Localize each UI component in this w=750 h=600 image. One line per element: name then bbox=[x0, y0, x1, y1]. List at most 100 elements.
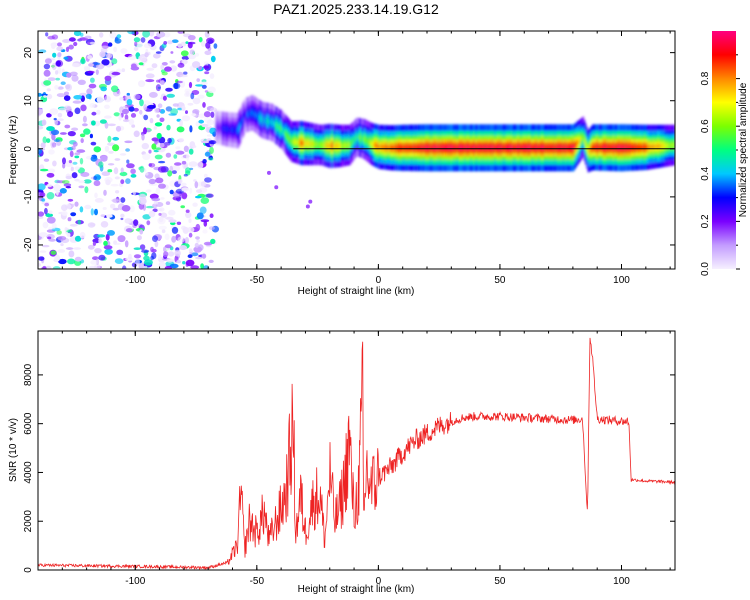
noise-blob bbox=[38, 49, 47, 53]
ridge-cell bbox=[645, 145, 648, 150]
ridge-cell bbox=[568, 145, 570, 151]
noise-blob bbox=[200, 40, 206, 47]
noise-blob bbox=[115, 125, 122, 132]
ridge-cell bbox=[276, 124, 278, 128]
ridge-cell bbox=[261, 118, 264, 122]
ridge-cell bbox=[345, 143, 348, 148]
ridge-cell bbox=[356, 134, 358, 139]
ridge-cell bbox=[665, 143, 667, 148]
noise-blob bbox=[145, 205, 155, 209]
noise-blob bbox=[66, 72, 72, 78]
ridge-cell bbox=[495, 145, 497, 151]
noise-blob bbox=[163, 32, 171, 38]
noise-blob bbox=[43, 95, 47, 98]
noise-blob bbox=[182, 226, 189, 234]
noise-blob bbox=[202, 229, 208, 234]
ridge-cell bbox=[420, 145, 423, 151]
ridge-cell bbox=[413, 145, 416, 151]
colorbar-tick-label: 0.0 bbox=[700, 262, 711, 276]
noise-blob bbox=[91, 120, 96, 126]
ridge-cell bbox=[558, 145, 560, 151]
noise-blob bbox=[145, 189, 152, 193]
ridge-cell bbox=[447, 145, 450, 151]
noise-blob bbox=[103, 240, 108, 246]
noise-blob bbox=[129, 205, 135, 213]
noise-blob bbox=[164, 265, 172, 269]
ridge-cell bbox=[481, 145, 484, 151]
noise-blob bbox=[193, 179, 197, 182]
ridge-cell bbox=[660, 144, 662, 149]
noise-blob bbox=[77, 219, 82, 225]
ridge-cell bbox=[249, 111, 251, 116]
noise-blob bbox=[74, 178, 80, 182]
noise-blob bbox=[67, 198, 74, 202]
ridge-cell bbox=[613, 145, 615, 151]
noise-blob bbox=[211, 131, 217, 137]
noise-blob bbox=[199, 206, 207, 214]
ridge-cell bbox=[644, 145, 647, 150]
ridge-cell bbox=[350, 141, 352, 146]
noise-blob bbox=[78, 180, 86, 184]
snr-plot-area bbox=[38, 331, 675, 570]
ridge-cell bbox=[592, 145, 594, 150]
ridge-cell bbox=[372, 142, 374, 147]
ridge-cell bbox=[534, 145, 536, 151]
noise-blob bbox=[52, 266, 61, 269]
noise-blob bbox=[72, 161, 78, 165]
noise-blob bbox=[208, 140, 217, 145]
ridge-cell bbox=[326, 143, 328, 148]
noise-blob bbox=[188, 81, 193, 89]
noise-blob bbox=[98, 161, 104, 168]
noise-blob bbox=[165, 216, 174, 220]
noise-blob bbox=[208, 157, 214, 161]
noise-blob bbox=[128, 118, 135, 126]
noise-blob bbox=[111, 71, 121, 76]
noise-blob bbox=[84, 186, 89, 194]
noise-blob bbox=[66, 233, 71, 237]
ridge-cell bbox=[284, 132, 287, 136]
noise-blob bbox=[47, 236, 52, 240]
noise-blob bbox=[132, 191, 136, 196]
noise-blob bbox=[71, 172, 78, 179]
noise-blob bbox=[57, 52, 62, 58]
x-tick-label: -100 bbox=[125, 275, 145, 286]
noise-blob bbox=[113, 46, 117, 53]
noise-blob bbox=[114, 38, 122, 44]
ridge-cell bbox=[318, 142, 321, 147]
noise-blob bbox=[145, 73, 155, 79]
colorbar-label: Normalized spectral amplitude bbox=[738, 82, 749, 217]
ridge-cell bbox=[408, 145, 411, 151]
noise-blob bbox=[181, 105, 186, 112]
noise-blob bbox=[169, 189, 174, 195]
noise-blob bbox=[141, 133, 145, 141]
noise-blob bbox=[204, 177, 212, 183]
ridge-cell bbox=[349, 142, 351, 147]
noise-blob bbox=[143, 104, 147, 111]
noise-blob bbox=[96, 109, 101, 115]
spectrogram-frame bbox=[37, 30, 676, 270]
noise-blob bbox=[162, 95, 167, 101]
ridge-cell bbox=[396, 145, 399, 151]
noise-blob bbox=[119, 97, 124, 101]
ridge-cell bbox=[575, 142, 577, 148]
noise-blob bbox=[196, 212, 204, 220]
noise-blob bbox=[203, 173, 208, 178]
noise-blob bbox=[158, 160, 166, 164]
noise-blob bbox=[121, 68, 126, 73]
noise-blob bbox=[145, 79, 155, 83]
ridge-cell bbox=[301, 140, 304, 146]
noise-blob bbox=[113, 242, 122, 245]
spectrogram-y-axis-label: Frequency (Hz) bbox=[8, 116, 19, 185]
ridge-cell bbox=[605, 145, 608, 150]
ridge-cell bbox=[503, 145, 506, 151]
ridge-cell bbox=[236, 128, 238, 133]
ridge-cell bbox=[241, 121, 243, 125]
noise-blob bbox=[144, 172, 149, 176]
ridge-cell bbox=[265, 119, 267, 123]
ridge-cell bbox=[231, 128, 233, 132]
noise-blob bbox=[60, 81, 66, 85]
noise-blob bbox=[42, 136, 47, 144]
noise-blob bbox=[163, 251, 169, 258]
noise-blob bbox=[180, 182, 187, 187]
